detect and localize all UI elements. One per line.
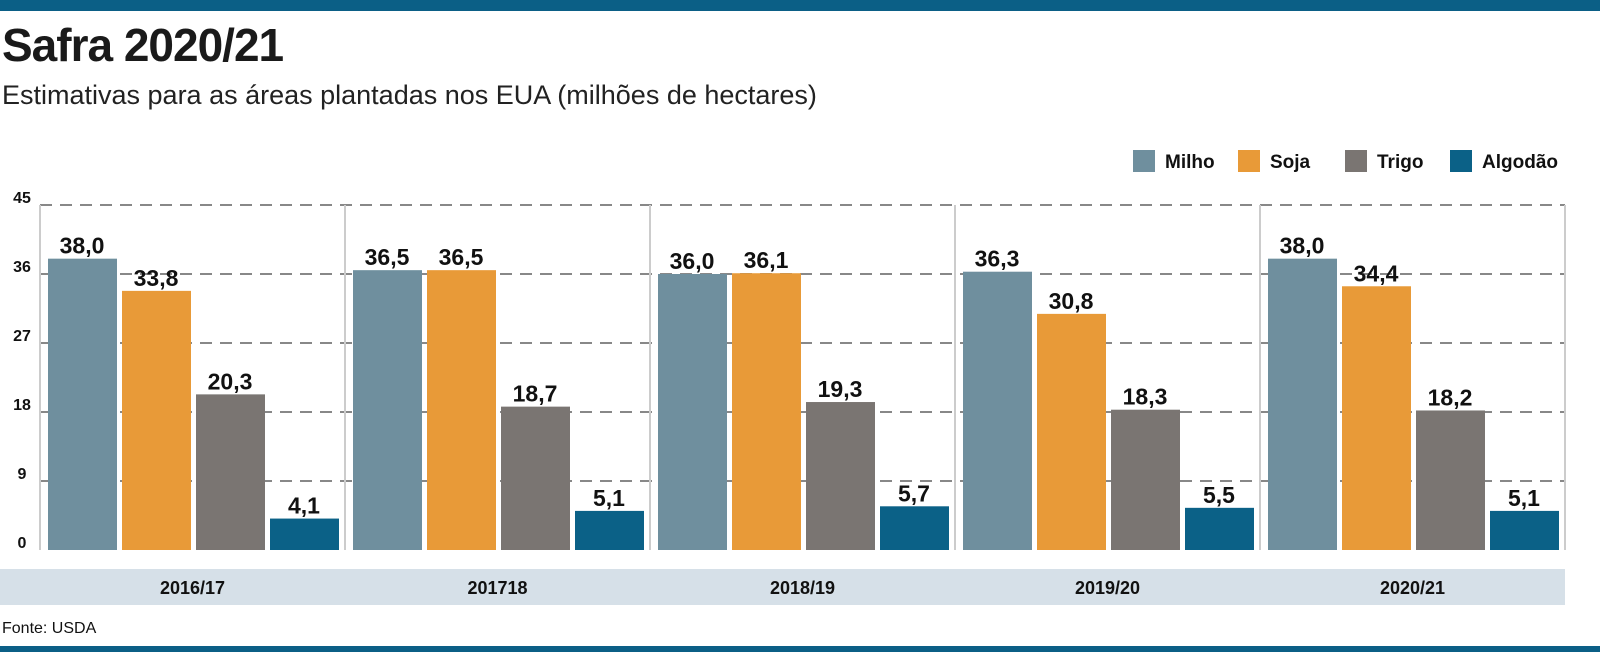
data-label: 20,3 [208,368,253,394]
category-label: 2018/19 [770,578,835,598]
bar-milho [658,274,727,550]
bar-trigo [501,406,570,550]
bar-milho [1268,258,1337,550]
bar-soja [427,270,496,550]
data-label: 5,5 [1203,482,1235,508]
bar-trigo [196,394,265,550]
bar-algodão [880,506,949,550]
legend-label: Soja [1270,152,1311,173]
category-band [0,569,1565,605]
chart-subtitle: Estimativas para as áreas plantadas nos … [2,80,817,110]
bar-soja [1037,313,1106,550]
bar-milho [48,258,117,550]
legend-label: Algodão [1482,152,1558,173]
data-label: 18,2 [1428,384,1473,410]
data-label: 36,1 [744,247,789,273]
source-note: Fonte: USDA [2,620,97,637]
legend-label: Milho [1165,152,1215,173]
y-tick-label: 36 [13,259,31,276]
category-label: 2016/17 [160,578,225,598]
data-label: 38,0 [60,233,105,259]
data-label: 5,1 [593,485,625,511]
data-label: 18,7 [513,381,558,407]
category-label: 2020/21 [1380,578,1445,598]
bar-milho [963,271,1032,550]
y-tick-label: 27 [13,328,31,345]
bar-trigo [806,402,875,550]
legend-swatch-algodão [1450,150,1472,172]
bar-algodão [1185,507,1254,550]
y-tick-label: 0 [18,535,27,552]
bar-trigo [1416,410,1485,550]
data-label: 4,1 [288,493,320,519]
y-tick-label: 45 [13,190,31,207]
y-tick-label: 9 [18,466,27,483]
category-label: 2019/20 [1075,578,1140,598]
bar-soja [1342,286,1411,550]
legend-swatch-trigo [1345,150,1367,172]
data-label: 30,8 [1049,288,1094,314]
category-label: 201718 [467,578,527,598]
top-bar [0,0,1600,11]
bar-algodão [1490,510,1559,550]
bar-milho [353,270,422,550]
legend-swatch-soja [1238,150,1260,172]
data-label: 33,8 [134,265,179,291]
legend-label: Trigo [1377,152,1423,173]
data-label: 18,3 [1123,384,1168,410]
y-tick-label: 18 [13,397,31,414]
data-label: 36,0 [670,248,715,274]
bar-soja [732,273,801,550]
data-label: 36,3 [975,246,1020,272]
data-label: 19,3 [818,376,863,402]
bar-soja [122,290,191,550]
data-label: 36,5 [439,244,484,270]
legend-swatch-milho [1133,150,1155,172]
bar-algodão [270,518,339,550]
bottom-bar [0,646,1600,652]
data-label: 5,7 [898,480,930,506]
bar-algodão [575,510,644,550]
bar-trigo [1111,409,1180,550]
data-label: 5,1 [1508,485,1540,511]
chart-title: Safra 2020/21 [2,19,284,71]
data-label: 38,0 [1280,233,1325,259]
data-label: 36,5 [365,244,410,270]
data-label: 34,4 [1354,260,1399,286]
